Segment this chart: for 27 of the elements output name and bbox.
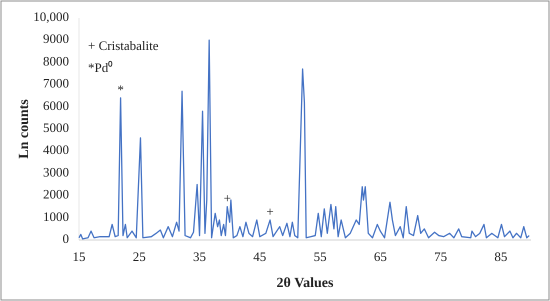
annotation: + Cristabalite (88, 38, 159, 53)
x-tick-label: 75 (434, 249, 448, 264)
x-tick-label: 45 (253, 249, 266, 264)
y-axis-title: Ln counts (17, 98, 32, 159)
y-tick-label: 7000 (43, 76, 69, 91)
y-tick-label: 6000 (43, 98, 69, 113)
line-series (78, 40, 530, 240)
x-axis-title: 2θ Values (276, 276, 334, 291)
x-tick-label: 85 (494, 249, 508, 264)
y-tick-label: 1000 (43, 208, 69, 224)
annotation: *Pd⁰ (88, 60, 114, 75)
x-tick-label: 65 (374, 249, 387, 264)
annotation: * (117, 82, 124, 97)
y-tick-label: 10,000 (33, 8, 69, 24)
x-tick-label: 55 (314, 249, 327, 264)
annotation: + (266, 204, 274, 220)
x-tick-label: 25 (132, 249, 146, 264)
y-tick-label: 2000 (43, 186, 69, 202)
y-tick-label: 5000 (43, 120, 69, 135)
annotation: + (224, 190, 231, 206)
x-tick-label: 35 (193, 249, 206, 264)
x-tick-label: 15 (72, 249, 86, 264)
y-tick-label: 8000 (43, 53, 69, 68)
y-tick-label: 4000 (43, 142, 69, 158)
y-tick-label: 0 (62, 230, 69, 246)
y-tick-label: 9000 (43, 31, 69, 46)
y-tick-label: 3000 (43, 164, 69, 180)
